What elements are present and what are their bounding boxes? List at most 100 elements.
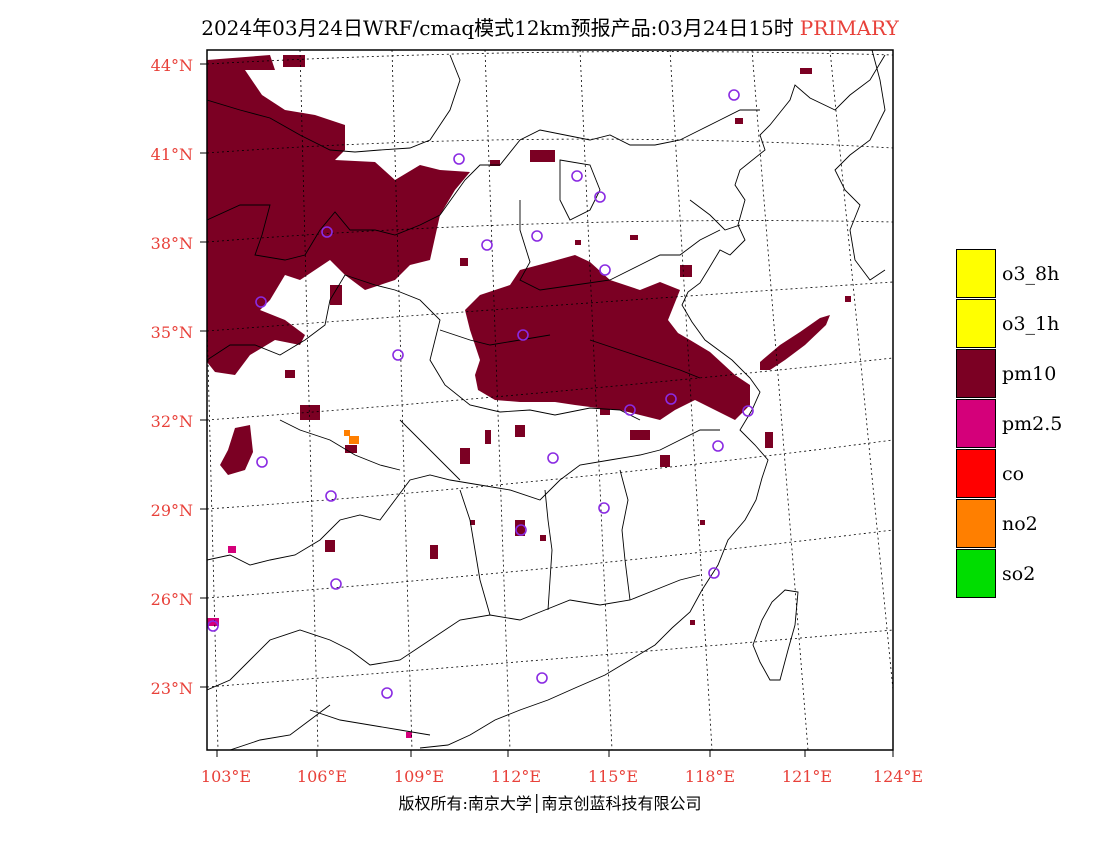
city-marker	[381, 687, 393, 699]
city-marker	[598, 502, 610, 514]
lon-label-109: 109°E	[393, 767, 445, 786]
lon-label-112: 112°E	[490, 767, 542, 786]
legend-label: pm2.5	[1002, 413, 1063, 435]
city-marker	[742, 405, 754, 417]
boundary-14	[559, 159, 601, 221]
legend-label: no2	[1002, 513, 1038, 535]
boundary-9	[544, 489, 553, 611]
boundary-3	[207, 274, 641, 421]
lat-label-44: 44°N	[150, 56, 193, 75]
parallel-44	[207, 51, 893, 65]
lon-label-106: 106°E	[296, 767, 348, 786]
legend-swatch	[956, 299, 996, 348]
lat-label-38: 38°N	[150, 234, 193, 253]
pm10-northwest-region	[207, 55, 470, 375]
lon-label-118: 118°E	[684, 767, 736, 786]
meridian-124	[829, 50, 893, 691]
copyright-credit: 版权所有:南京大学│南京创蓝科技有限公司	[398, 794, 702, 813]
city-marker	[207, 620, 219, 632]
graticule	[207, 50, 893, 750]
map-title: 2024年03月24日WRF/cmaq模式12km预报产品:03月24日15时 P…	[0, 12, 1100, 41]
boundary-4	[519, 200, 721, 291]
city-marker	[536, 672, 548, 684]
lat-label-35: 35°N	[150, 323, 193, 342]
city-marker	[330, 578, 342, 590]
city-marker	[712, 440, 724, 452]
parallel-32	[207, 357, 893, 421]
lon-label-124: 124°E	[872, 767, 924, 786]
boundary-15	[689, 199, 741, 231]
city-marker	[256, 456, 268, 468]
taiwan-outline	[752, 589, 799, 681]
legend-label: co	[1002, 463, 1025, 485]
parallel-23	[207, 629, 893, 688]
boundary-12	[309, 709, 431, 736]
meridian-106	[299, 50, 319, 750]
pm10-central-region	[465, 255, 750, 420]
title-text: 2024年03月24日WRF/cmaq模式12km预报产品:03月24日15时	[201, 16, 794, 40]
meridian-118	[669, 50, 713, 750]
city-marker	[515, 524, 527, 536]
city-marker	[481, 239, 493, 251]
map-canvas	[207, 50, 893, 750]
city-marker	[594, 191, 606, 203]
city-marker	[665, 393, 677, 405]
city-marker	[531, 230, 543, 242]
legend-swatch	[956, 399, 996, 448]
boundary-10	[619, 469, 631, 601]
city-marker	[321, 226, 333, 238]
meridian-103	[207, 306, 219, 750]
lat-label-26: 26°N	[150, 590, 193, 609]
tick-marks	[200, 63, 894, 757]
lon-label-103: 103°E	[200, 767, 252, 786]
city-marker	[392, 349, 404, 361]
pm10-regions	[207, 55, 851, 625]
korea-outline	[834, 50, 886, 281]
boundary-7	[399, 419, 461, 481]
city-marker	[708, 567, 720, 579]
legend-swatch	[956, 499, 996, 548]
map-frame	[206, 49, 894, 751]
city-marker	[255, 296, 267, 308]
coastline	[419, 54, 886, 749]
legend-label: o3_8h	[1002, 263, 1060, 285]
city-marker	[547, 452, 559, 464]
lat-label-32: 32°N	[150, 412, 193, 431]
boundary-5	[207, 429, 720, 566]
parallel-26	[207, 529, 893, 599]
boundaries	[207, 50, 886, 750]
boundary-16	[439, 329, 551, 346]
legend-label: pm10	[1002, 363, 1057, 385]
lon-label-115: 115°E	[587, 767, 639, 786]
lat-label-41: 41°N	[150, 145, 193, 164]
legend-label: so2	[1002, 563, 1036, 585]
boundary-8	[207, 574, 701, 691]
lat-label-29: 29°N	[150, 501, 193, 520]
boundary-2	[207, 109, 760, 261]
pm25-regions	[207, 546, 412, 738]
boundary-17	[589, 339, 701, 379]
city-marker	[325, 490, 337, 502]
meridian-112	[484, 50, 511, 750]
primary-tag: PRIMARY	[799, 16, 899, 40]
city-marker	[517, 329, 529, 341]
parallel-29	[207, 439, 893, 510]
boundary-6	[279, 419, 401, 471]
meridian-115	[579, 50, 613, 750]
boundary-1	[207, 54, 461, 153]
parallel-35	[207, 281, 893, 332]
boundary-13	[229, 704, 331, 750]
pm10-sichuan-patch	[220, 425, 253, 475]
city-marker	[728, 89, 740, 101]
pm10-sea-plume	[760, 315, 830, 370]
city-marker	[599, 264, 611, 276]
legend-swatch	[956, 449, 996, 498]
city-markers	[207, 89, 754, 699]
city-marker	[624, 404, 636, 416]
meridian-121	[751, 50, 809, 750]
lat-label-23: 23°N	[150, 679, 193, 698]
boundary-11	[459, 489, 491, 616]
lon-label-121: 121°E	[781, 767, 833, 786]
legend-swatch	[956, 349, 996, 398]
